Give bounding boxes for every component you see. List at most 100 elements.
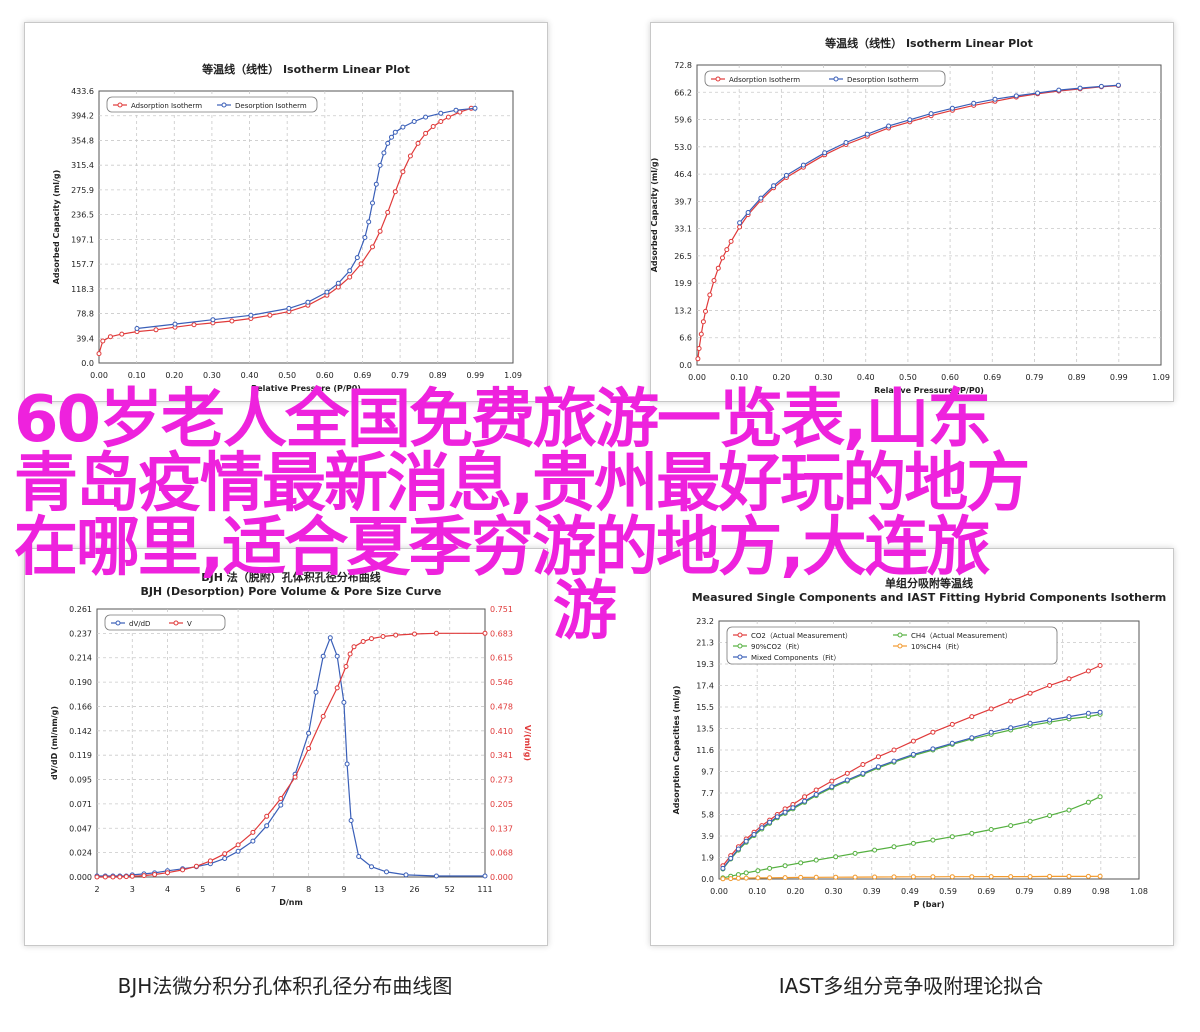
data-point — [377, 228, 383, 234]
data-point — [700, 319, 706, 325]
x-tick-label: 0.79 — [1026, 373, 1044, 382]
chart-panel-bottom-right: 0.00 0.10 0.20 0.30 0.39 0.49 0.59 0.69 0.79 0.89… — [650, 548, 1174, 946]
y-tick-label: 0.071 — [69, 800, 92, 809]
data-point — [373, 181, 379, 187]
data-point — [264, 813, 270, 819]
data-point — [782, 875, 788, 881]
data-point — [117, 874, 123, 880]
data-point — [320, 653, 326, 659]
data-point — [392, 129, 398, 135]
y-tick-label: 0.000 — [69, 873, 92, 882]
y-tick-label: 0.142 — [69, 727, 92, 736]
data-point — [872, 847, 878, 853]
legend-label: 10%CH4（Fit） — [911, 643, 963, 651]
data-point — [191, 322, 197, 328]
y2-tick-label: 0.751 — [490, 605, 513, 614]
data-point — [341, 699, 347, 705]
data-point — [1066, 873, 1072, 879]
data-point — [737, 220, 743, 226]
data-point — [152, 872, 158, 877]
data-point — [988, 827, 994, 832]
data-point — [193, 863, 199, 869]
legend-swatch-marker — [115, 620, 121, 626]
legend-swatch-marker — [715, 76, 721, 82]
data-point — [833, 874, 839, 880]
data-point — [949, 721, 955, 727]
series-line-4 — [722, 711, 1101, 869]
data-point — [229, 318, 235, 324]
data-point — [720, 865, 726, 871]
chart-title: BJH (Desorption) Pore Volume & Pore Size… — [140, 585, 441, 598]
x-tick-label: 0.10 — [730, 373, 748, 382]
data-point — [852, 874, 858, 880]
data-point — [172, 321, 178, 327]
data-point — [438, 119, 444, 124]
y-tick-label: 21.3 — [696, 639, 714, 648]
data-point — [1115, 82, 1121, 88]
data-point — [988, 729, 994, 735]
x-tick-label: 0.69 — [983, 373, 1001, 382]
data-point — [267, 312, 273, 318]
data-point — [1085, 710, 1091, 716]
data-point — [695, 356, 701, 362]
data-point — [771, 183, 777, 189]
x-tick-label: 0.20 — [165, 371, 183, 380]
y-tick-label: 11.6 — [696, 746, 714, 755]
data-point — [1085, 799, 1091, 805]
data-point — [354, 255, 360, 261]
data-point — [969, 830, 975, 836]
x-tick-label: 0.79 — [1016, 887, 1034, 896]
x-tick-label: 9 — [341, 885, 346, 894]
data-point — [1097, 663, 1103, 668]
data-point — [758, 195, 764, 201]
y-tick-label: 0.0 — [701, 875, 714, 884]
y2-tick-label: 0.683 — [490, 629, 513, 638]
y-tick-label: 39.7 — [674, 197, 692, 206]
data-point — [210, 317, 216, 323]
y-tick-label: 13.5 — [696, 725, 714, 734]
x-tick-label: 26 — [409, 885, 419, 894]
x-tick-label: 0.79 — [391, 371, 409, 380]
data-point — [1047, 683, 1053, 688]
data-point — [351, 644, 357, 650]
data-point — [910, 840, 916, 846]
data-point — [759, 825, 765, 831]
chart-panel-bottom-left: 2 3 4 5 6 7 8 9 13 26 52 111 0.000 0.024 0.047 0.071 0.0… — [24, 548, 548, 946]
x-tick-label: 0.60 — [941, 373, 959, 382]
data-point — [737, 224, 743, 230]
data-point — [1013, 93, 1019, 99]
y2-tick-label: 0.137 — [490, 824, 513, 833]
data-point — [403, 872, 409, 878]
y-tick-label: 33.1 — [674, 225, 692, 234]
y-tick-label: 19.9 — [674, 279, 692, 288]
isotherm-chart-top-right: 0.00 0.10 0.20 0.30 0.40 0.50 0.60 0.69 0.79 0.89… — [651, 36, 1170, 395]
data-point — [248, 312, 254, 318]
chart-title: 等温线（线性） Isotherm Linear Plot — [201, 62, 410, 76]
y-tick-label: 157.7 — [71, 260, 94, 269]
legend-swatch-marker — [737, 654, 743, 660]
x-tick-label: 0.30 — [203, 371, 221, 380]
legend-label: Adsorption Isotherm — [131, 102, 202, 110]
x-tick-label: 0.98 — [1092, 887, 1110, 896]
chart-title: Measured Single Components and IAST Fitt… — [692, 591, 1167, 604]
y2-axis-label: V/(ml/g) — [523, 725, 532, 761]
data-point — [1027, 818, 1033, 824]
y2-tick-label: 0.546 — [490, 678, 513, 687]
x-tick-label: 111 — [477, 885, 492, 894]
x-tick-label: 0.00 — [710, 887, 728, 896]
y-tick-label: 354.8 — [71, 136, 94, 145]
x-tick-label: 0.20 — [786, 887, 804, 896]
data-point — [411, 119, 417, 124]
x-tick-label: 1.09 — [1152, 373, 1170, 382]
data-point — [864, 131, 870, 137]
data-point — [222, 856, 228, 861]
legend-swatch-marker — [173, 620, 179, 626]
overlay-headline: 60岁老人全国免费旅游一览表,山东 青岛疫情最新消息,贵州最好玩的地方 在哪里,… — [14, 388, 1194, 644]
legend-label: Desorption Isotherm — [847, 76, 919, 84]
x-tick-label: 5 — [200, 885, 205, 894]
legend-label: V — [187, 620, 192, 628]
x-tick-label: 0.69 — [977, 887, 995, 896]
data-point — [1077, 85, 1083, 91]
data-point — [860, 762, 866, 767]
data-point — [829, 784, 835, 790]
